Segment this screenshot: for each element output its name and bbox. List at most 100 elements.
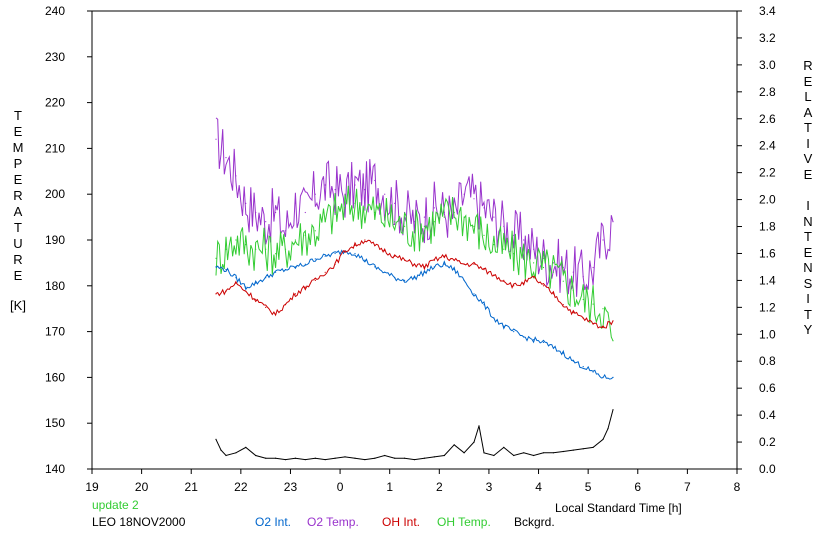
y-right-label-letter: T (804, 306, 812, 322)
data-point (364, 189, 366, 191)
data-point (225, 157, 227, 159)
legend-item: O2 Int. (255, 515, 292, 529)
data-point (483, 269, 485, 271)
data-point (220, 449, 222, 451)
data-point (602, 239, 604, 241)
data-point (493, 244, 495, 246)
data-point (215, 266, 217, 268)
data-point (542, 266, 545, 269)
data-point (542, 285, 545, 287)
data-point (602, 308, 604, 310)
y-right-tick-label: 1.2 (759, 300, 776, 314)
data-point (344, 207, 346, 209)
data-point (265, 277, 267, 279)
y-left-label-letter: E (13, 124, 23, 139)
data-point (354, 244, 356, 246)
data-point (463, 263, 465, 265)
data-point (572, 449, 574, 451)
data-point (473, 198, 475, 200)
x-tick-label: 7 (684, 480, 691, 494)
data-point (572, 360, 574, 362)
data-point (294, 202, 296, 204)
data-point (344, 250, 346, 252)
y-right-tick-label: 2.2 (759, 166, 776, 180)
data-point (478, 425, 480, 427)
data-point (433, 221, 435, 223)
data-point (552, 452, 555, 454)
data-point (463, 452, 465, 454)
data-point (503, 225, 505, 227)
y-right-tick-label: 1.0 (759, 327, 776, 341)
data-point (562, 304, 564, 306)
data-point (245, 446, 247, 448)
data-point (334, 211, 336, 214)
y-right-label-letter: V (803, 151, 813, 166)
data-point (294, 239, 296, 241)
y-left-label-letter: P (13, 156, 23, 171)
data-point (443, 216, 445, 218)
data-point (513, 331, 515, 333)
data-point (413, 263, 416, 265)
x-tick-label: 6 (634, 480, 641, 494)
data-point (275, 313, 277, 315)
data-point (275, 271, 277, 273)
data-point (523, 452, 525, 454)
data-point (354, 184, 356, 186)
y-right-label-letter: N (803, 213, 813, 229)
data-point (423, 266, 425, 268)
y-right-label-letter: A (803, 104, 813, 120)
data-point (542, 341, 545, 343)
y-left-tick-label: 240 (45, 4, 65, 18)
y-left-tick-label: 220 (45, 96, 65, 110)
data-point (334, 189, 336, 191)
data-point (404, 259, 406, 261)
y-right-label-letter: Y (803, 322, 813, 337)
data-point (394, 221, 396, 223)
series-line (215, 249, 614, 380)
data-point (592, 371, 594, 373)
data-point (582, 276, 584, 278)
data-point (324, 271, 326, 273)
data-point (592, 322, 594, 325)
data-point (453, 259, 455, 261)
data-point (513, 285, 515, 287)
data-point (384, 193, 386, 195)
y-right-tick-label: 1.6 (759, 246, 776, 260)
data-point (552, 347, 555, 349)
data-point (215, 293, 217, 295)
data-point (612, 340, 614, 342)
data-point (572, 312, 574, 314)
data-point (245, 286, 247, 288)
data-point (294, 293, 296, 295)
data-point (612, 409, 614, 411)
data-point (493, 454, 495, 457)
data-point (404, 279, 406, 281)
data-point (493, 216, 495, 218)
data-point (433, 456, 435, 458)
y-right-tick-label: 3.4 (759, 4, 776, 18)
data-point (523, 257, 525, 259)
data-point (607, 428, 609, 430)
y-left-tick-label: 210 (45, 141, 65, 155)
data-point (394, 457, 396, 459)
data-point (523, 239, 525, 241)
data-point (314, 230, 316, 232)
data-point (433, 259, 435, 261)
data-point (215, 138, 217, 140)
data-point (245, 244, 247, 246)
data-point (314, 193, 316, 195)
data-point (443, 454, 445, 457)
y-right-tick-label: 0.0 (759, 462, 776, 476)
x-axis-label: Local Standard Time [h] (555, 501, 682, 515)
y-left-label-letter: T (14, 220, 22, 235)
y-left-axis-unit: [K] (10, 298, 26, 313)
y-left-tick-label: 180 (45, 279, 65, 293)
data-point (612, 320, 614, 322)
y-left-tick-label: 160 (45, 370, 65, 384)
legend-item: O2 Temp. (307, 515, 359, 529)
data-point (245, 290, 247, 292)
data-point (483, 452, 485, 454)
data-point (552, 271, 555, 273)
